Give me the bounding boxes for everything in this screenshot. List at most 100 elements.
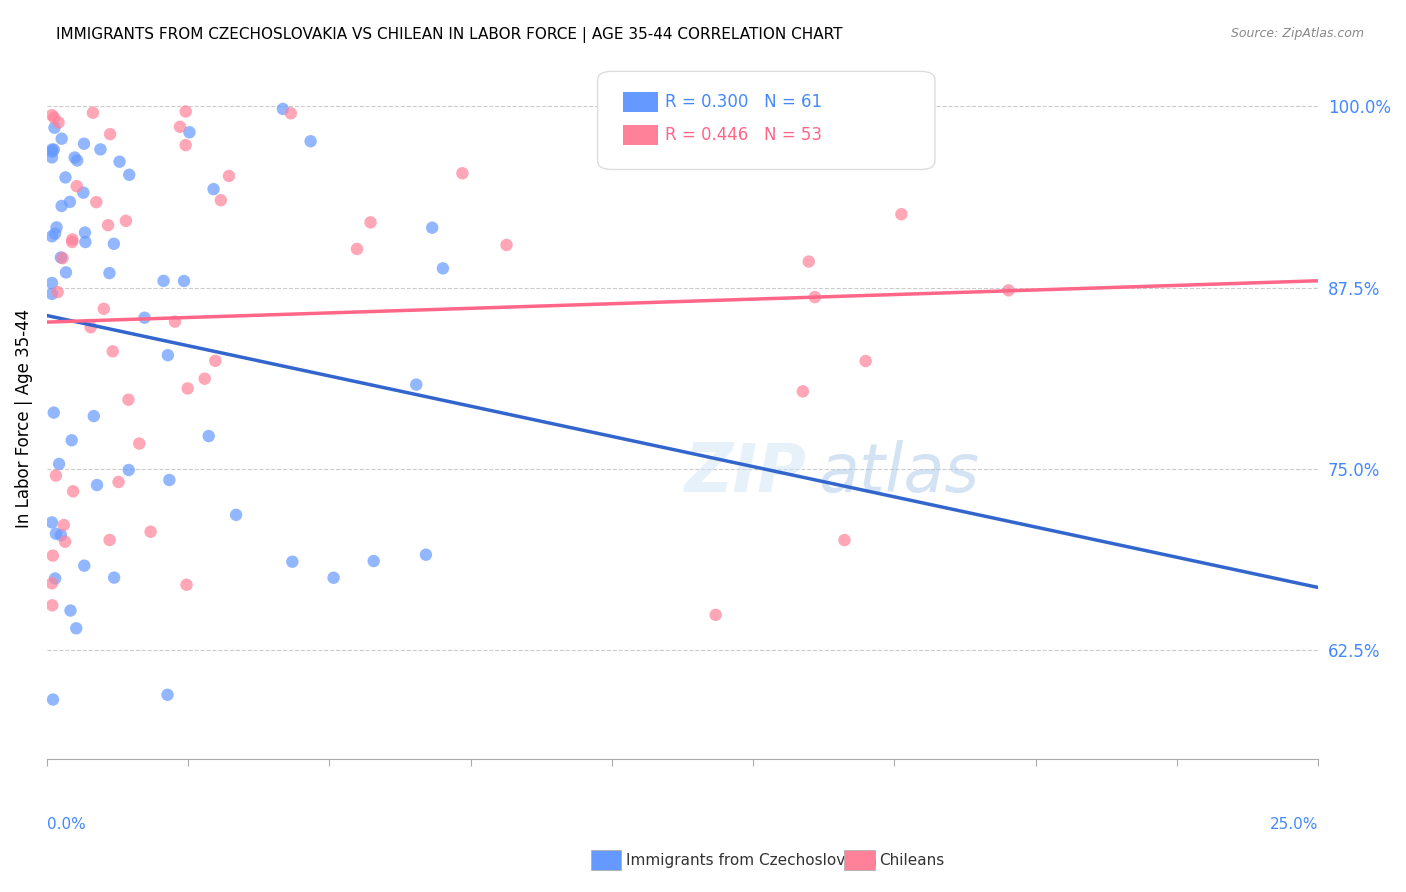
Immigrants from Czechoslovakia [108,154,131,169]
Text: R = 0.446   N = 53: R = 0.446 N = 53 [665,126,823,144]
Chileans [176,381,198,395]
Chileans [789,152,811,166]
Chileans [890,207,912,221]
Chileans [60,232,83,246]
Immigrants from Czechoslovakia [281,555,304,569]
Immigrants from Czechoslovakia [432,261,454,276]
Chileans [101,344,124,359]
Immigrants from Czechoslovakia [41,143,63,157]
Immigrants from Czechoslovakia [59,194,82,209]
Chileans [107,475,129,489]
Text: Source: ZipAtlas.com: Source: ZipAtlas.com [1230,27,1364,40]
Y-axis label: In Labor Force | Age 35-44: In Labor Force | Age 35-44 [15,309,32,528]
Text: 0.0%: 0.0% [46,817,86,832]
Chileans [218,169,240,183]
Chileans [52,518,75,533]
Immigrants from Czechoslovakia [179,125,201,139]
Immigrants from Czechoslovakia [44,120,66,135]
Immigrants from Czechoslovakia [41,516,63,530]
Immigrants from Czechoslovakia [45,220,67,235]
Immigrants from Czechoslovakia [98,266,121,280]
Text: Chileans: Chileans [879,854,943,868]
Immigrants from Czechoslovakia [41,286,63,301]
Chileans [42,549,65,563]
Immigrants from Czechoslovakia [152,274,174,288]
Immigrants from Czechoslovakia [66,153,89,168]
Chileans [704,607,727,622]
Immigrants from Czechoslovakia [55,170,77,185]
Chileans [46,285,69,299]
Immigrants from Czechoslovakia [134,310,156,325]
Immigrants from Czechoslovakia [44,227,66,241]
Immigrants from Czechoslovakia [83,409,105,423]
Immigrants from Czechoslovakia [299,134,322,148]
Chileans [48,115,70,129]
Immigrants from Czechoslovakia [63,151,86,165]
Immigrants from Czechoslovakia [44,571,66,585]
Chileans [997,284,1019,298]
Immigrants from Czechoslovakia [45,526,67,541]
Chileans [451,166,474,180]
Chileans [209,193,232,207]
Chileans [41,576,63,591]
Chileans [495,238,517,252]
Immigrants from Czechoslovakia [41,150,63,164]
Text: atlas: atlas [818,440,980,506]
Chileans [280,106,302,120]
Text: IMMIGRANTS FROM CZECHOSLOVAKIA VS CHILEAN IN LABOR FORCE | AGE 35-44 CORRELATION: IMMIGRANTS FROM CZECHOSLOVAKIA VS CHILEA… [56,27,842,43]
Chileans [797,254,820,268]
Chileans [115,214,138,228]
Immigrants from Czechoslovakia [156,688,179,702]
Chileans [62,484,84,499]
Immigrants from Czechoslovakia [42,692,65,706]
Immigrants from Czechoslovakia [55,265,77,279]
Chileans [683,112,706,127]
Chileans [360,215,382,229]
Immigrants from Czechoslovakia [41,229,63,244]
Immigrants from Czechoslovakia [225,508,247,522]
Chileans [174,138,197,153]
Chileans [60,235,83,249]
Chileans [41,599,63,613]
Chileans [45,468,67,483]
Immigrants from Czechoslovakia [202,182,225,196]
Chileans [804,290,827,304]
Chileans [44,111,66,125]
Text: R = 0.300   N = 61: R = 0.300 N = 61 [665,93,823,111]
Chileans [98,533,121,547]
Chileans [82,105,104,120]
Chileans [41,108,63,122]
Chileans [346,242,368,256]
Chileans [176,578,198,592]
Text: Immigrants from Czechoslovakia: Immigrants from Czechoslovakia [626,854,877,868]
Chileans [792,384,814,399]
Immigrants from Czechoslovakia [103,571,125,585]
Immigrants from Czechoslovakia [156,348,179,362]
Chileans [97,218,120,232]
Immigrants from Czechoslovakia [322,571,344,585]
Immigrants from Czechoslovakia [73,558,96,573]
Immigrants from Czechoslovakia [86,478,108,492]
Chileans [163,315,186,329]
Immigrants from Czechoslovakia [59,603,82,617]
Immigrants from Czechoslovakia [65,621,87,635]
Chileans [174,104,197,119]
Immigrants from Czechoslovakia [73,136,96,151]
Immigrants from Czechoslovakia [75,235,97,249]
Immigrants from Czechoslovakia [271,102,294,116]
Immigrants from Czechoslovakia [173,274,195,288]
Immigrants from Czechoslovakia [420,220,443,235]
Immigrants from Czechoslovakia [49,528,72,542]
Chileans [79,320,101,334]
Immigrants from Czechoslovakia [41,145,63,159]
Immigrants from Czechoslovakia [363,554,385,568]
Immigrants from Czechoslovakia [157,473,180,487]
Chileans [834,533,856,547]
Immigrants from Czechoslovakia [89,142,111,156]
Immigrants from Czechoslovakia [415,548,437,562]
Immigrants from Czechoslovakia [49,251,72,265]
Immigrants from Czechoslovakia [118,168,141,182]
Chileans [51,251,73,265]
Chileans [204,354,226,368]
Immigrants from Czechoslovakia [42,406,65,420]
